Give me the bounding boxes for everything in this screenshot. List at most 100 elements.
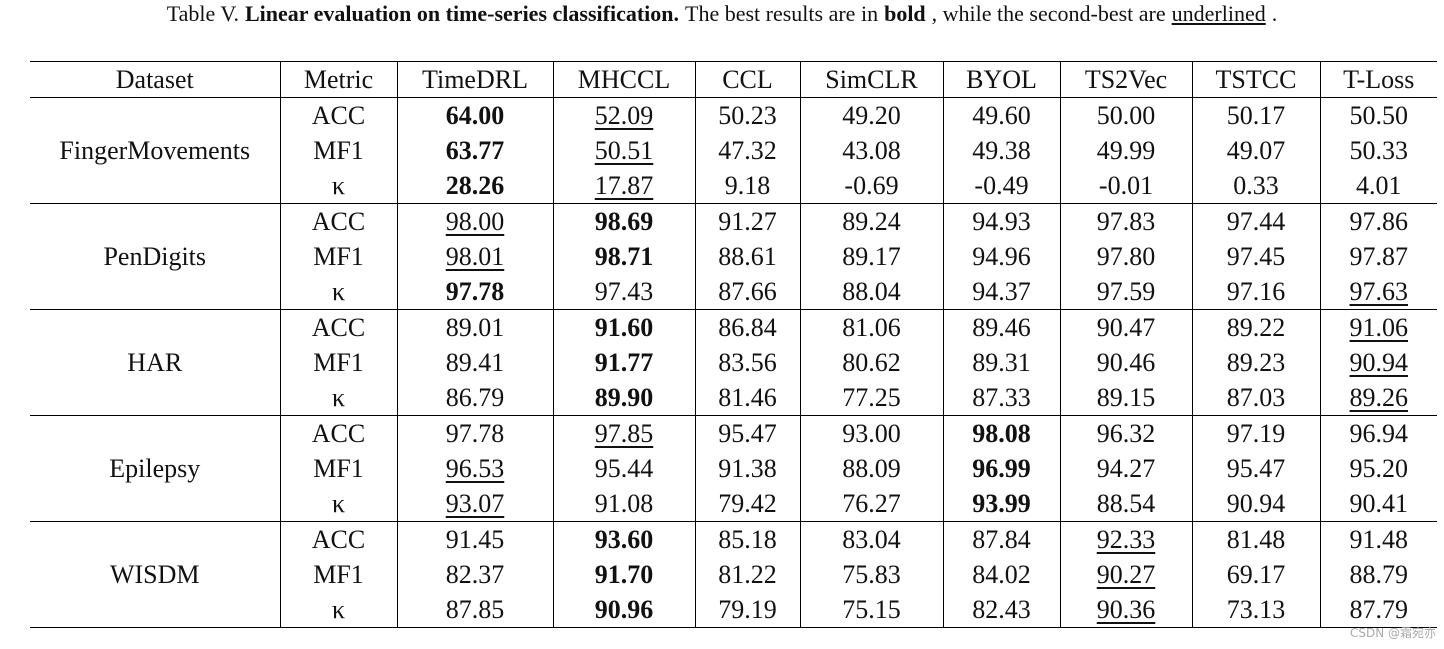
cell-value: 85.18: [718, 525, 777, 554]
column-header: MHCCL: [552, 61, 695, 98]
metric-name: κ: [279, 168, 397, 204]
table-cell: 89.31: [942, 345, 1060, 380]
metric-name: ACC: [279, 309, 397, 345]
cell-value: 98.00: [445, 207, 505, 236]
table-cell: 88.54: [1059, 486, 1192, 522]
metric-name: ACC: [279, 415, 397, 451]
column-header: TimeDRL: [396, 61, 553, 98]
dataset-name: WISDM: [30, 521, 280, 628]
table-cell: 89.46: [942, 309, 1060, 345]
cell-value: 88.54: [1096, 489, 1156, 518]
cell-value: 95.20: [1349, 454, 1409, 483]
caption-part: , while the second-best are: [931, 1, 1166, 26]
caption-part: Linear evaluation on time-series classif…: [244, 1, 680, 26]
cell-value: 97.78: [445, 277, 505, 306]
cell-value: 91.45: [445, 525, 505, 554]
column-header: SimCLR: [799, 61, 943, 98]
table-cell: 81.06: [799, 309, 943, 345]
cell-value: 94.96: [972, 242, 1031, 271]
cell-value: 49.60: [972, 101, 1031, 130]
cell-value: 90.94: [1226, 489, 1286, 518]
table-cell: 92.33: [1059, 521, 1192, 557]
table-cell: 85.18: [694, 521, 800, 557]
table-cell: 79.19: [694, 592, 800, 628]
table-cell: 50.23: [694, 97, 800, 133]
cell-value: 89.90: [594, 383, 654, 412]
metric-name: MF1: [279, 345, 397, 380]
cell-value: 50.50: [1349, 101, 1409, 130]
cell-value: 79.42: [718, 489, 777, 518]
cell-value: 49.20: [842, 101, 901, 130]
cell-value: 82.37: [445, 560, 505, 589]
table-cell: 50.50: [1319, 97, 1437, 133]
cell-value: 95.44: [594, 454, 654, 483]
table-cell: 86.79: [396, 380, 553, 416]
table-cell: 89.23: [1191, 345, 1320, 380]
cell-value: 97.80: [1096, 242, 1156, 271]
cell-value: 84.02: [972, 560, 1031, 589]
table-row: Epilepsy ACC 97.78 97.85 95.47 93.00 98.08 96.3…: [30, 415, 1437, 522]
column-header: TS2Vec: [1059, 61, 1192, 98]
table-cell: 89.15: [1059, 380, 1192, 416]
table-cell: 89.90: [552, 380, 695, 416]
cell-value: 91.70: [594, 560, 654, 589]
column-header: T-Loss: [1319, 61, 1437, 98]
cell-value: 47.32: [718, 136, 777, 165]
table-cell: 79.42: [694, 486, 800, 522]
cell-value: 50.17: [1226, 101, 1286, 130]
table-cell: 50.17: [1191, 97, 1320, 133]
cell-value: 43.08: [842, 136, 901, 165]
table-cell: 75.15: [799, 592, 943, 628]
cell-value: -0.01: [1098, 171, 1154, 200]
cell-value: 17.87: [594, 171, 654, 200]
table-cell: 96.53: [396, 451, 553, 486]
cell-value: 86.84: [718, 313, 777, 342]
cell-value: 97.16: [1226, 277, 1286, 306]
table-cell: 49.07: [1191, 133, 1320, 168]
table-cell: 49.20: [799, 97, 943, 133]
table-cell: 90.96: [552, 592, 695, 628]
table-cell: 91.06: [1319, 309, 1437, 345]
table-cell: 89.24: [799, 203, 943, 239]
cell-value: 97.78: [445, 419, 505, 448]
table-cell: 96.99: [942, 451, 1060, 486]
table-body: FingerMovements ACC 64.00 52.09 50.23 49.20 49…: [30, 97, 1437, 628]
dataset-name: Epilepsy: [30, 415, 280, 522]
table-cell: 93.99: [942, 486, 1060, 522]
table-cell: 90.94: [1319, 345, 1437, 380]
table-cell: 94.96: [942, 239, 1060, 274]
cell-value: 97.63: [1349, 277, 1409, 306]
dataset-name: PenDigits: [30, 203, 280, 310]
table-cell: 17.87: [552, 168, 695, 204]
table-cell: 73.13: [1191, 592, 1320, 628]
table-cell: 97.80: [1059, 239, 1192, 274]
table-row: MF1 98.01 98.71 88.61 89.17 94.96 97.80 97.45 97…: [30, 239, 1437, 274]
metric-name: ACC: [279, 521, 397, 557]
cell-value: 86.79: [445, 383, 505, 412]
cell-value: 0.33: [1233, 171, 1279, 200]
table-cell: 52.09: [552, 97, 695, 133]
table-row: κ 28.26 17.87 9.18 -0.69 -0.49 -0.01 0.33 4.01: [30, 168, 1437, 204]
table-cell: 97.59: [1059, 274, 1192, 310]
column-header: CCL: [694, 61, 800, 98]
cell-value: 88.04: [842, 277, 901, 306]
cell-value: 49.99: [1096, 136, 1156, 165]
cell-value: 91.06: [1349, 313, 1409, 342]
cell-value: 87.66: [718, 277, 777, 306]
cell-value: 94.93: [972, 207, 1031, 236]
cell-value: 94.37: [972, 277, 1031, 306]
table-cell: 90.47: [1059, 309, 1192, 345]
cell-value: 82.43: [972, 595, 1031, 624]
cell-value: 98.08: [972, 419, 1031, 448]
table-cell: 95.47: [1191, 451, 1320, 486]
table-cell: 4.01: [1319, 168, 1437, 204]
table-cell: 49.60: [942, 97, 1060, 133]
cell-value: 89.31: [972, 348, 1031, 377]
table-cell: 50.33: [1319, 133, 1437, 168]
cell-value: 81.48: [1226, 525, 1286, 554]
cell-value: 98.71: [594, 242, 654, 271]
table-cell: 47.32: [694, 133, 800, 168]
cell-value: 91.48: [1349, 525, 1409, 554]
cell-value: 9.18: [724, 171, 771, 200]
cell-value: 93.00: [842, 419, 901, 448]
